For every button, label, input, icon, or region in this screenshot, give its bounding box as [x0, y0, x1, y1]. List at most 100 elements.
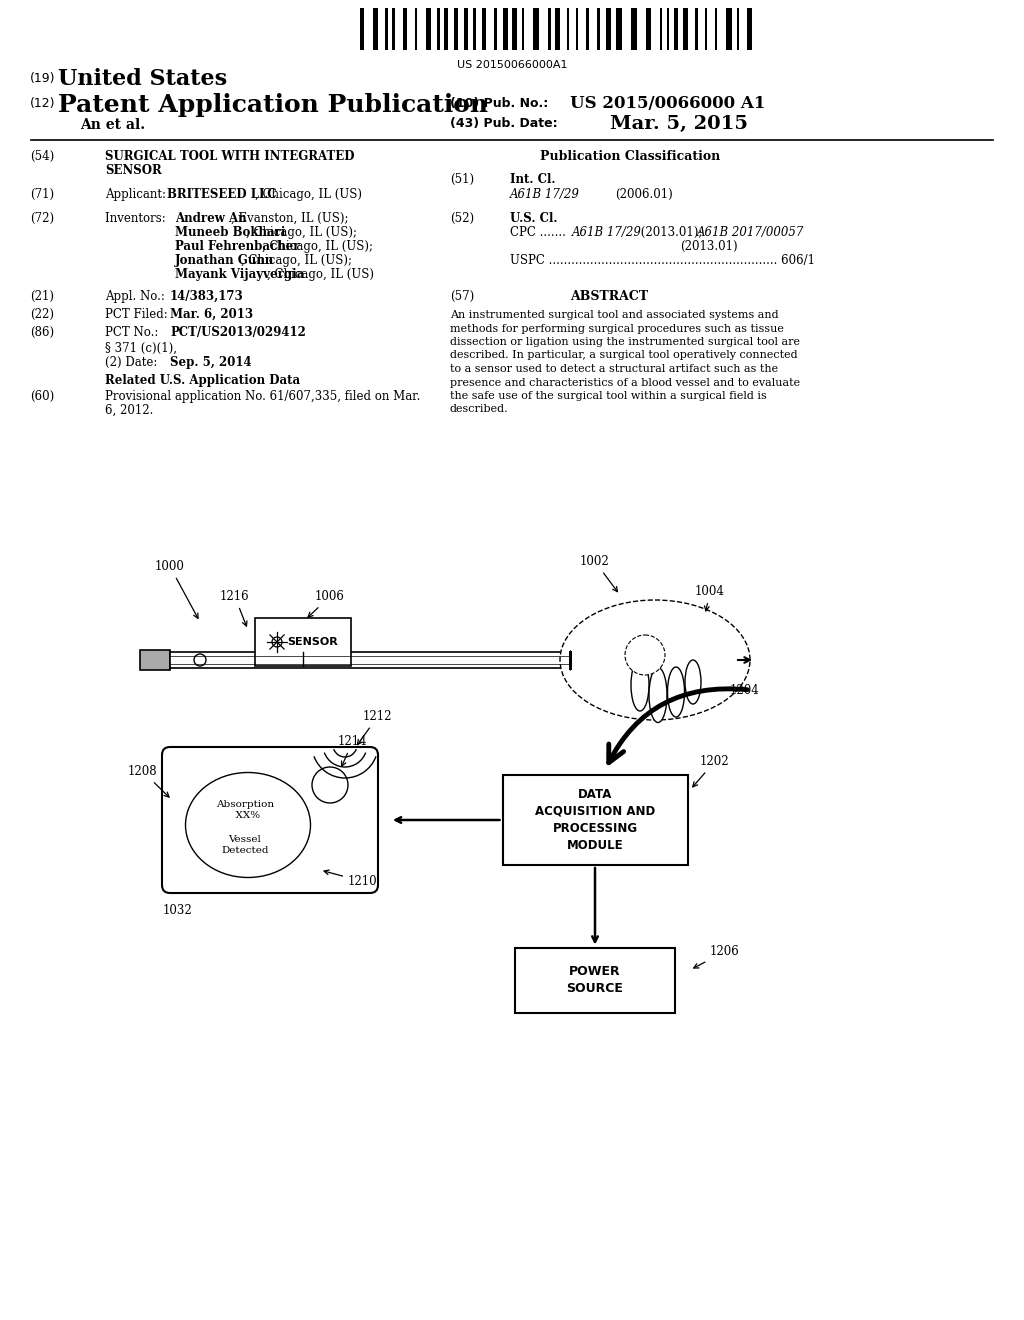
- FancyBboxPatch shape: [162, 747, 378, 894]
- Text: (71): (71): [30, 187, 54, 201]
- Bar: [667, 8, 669, 50]
- Bar: [522, 8, 524, 50]
- Circle shape: [625, 635, 665, 675]
- Text: 1000: 1000: [155, 560, 198, 618]
- Text: the safe use of the surgical tool within a surgical field is: the safe use of the surgical tool within…: [450, 391, 767, 401]
- Text: 14/383,173: 14/383,173: [170, 290, 244, 304]
- Text: PCT No.:: PCT No.:: [105, 326, 159, 339]
- Bar: [170, 652, 570, 668]
- Text: US 2015/0066000 A1: US 2015/0066000 A1: [570, 95, 765, 112]
- Text: methods for performing surgical procedures such as tissue: methods for performing surgical procedur…: [450, 323, 784, 334]
- Text: (57): (57): [450, 290, 474, 304]
- Text: (52): (52): [450, 213, 474, 224]
- Text: (72): (72): [30, 213, 54, 224]
- Text: BRITESEED LLC: BRITESEED LLC: [167, 187, 276, 201]
- Text: (2013.01): (2013.01): [680, 240, 737, 253]
- Text: USPC ............................................................. 606/1: USPC ...................................…: [510, 253, 815, 267]
- Text: Sep. 5, 2014: Sep. 5, 2014: [170, 356, 252, 370]
- Bar: [464, 8, 468, 50]
- Bar: [694, 8, 698, 50]
- FancyArrowPatch shape: [608, 689, 748, 763]
- Text: 1216: 1216: [220, 590, 250, 626]
- Text: (2006.01): (2006.01): [615, 187, 673, 201]
- Text: to a sensor used to detect a structural artifact such as the: to a sensor used to detect a structural …: [450, 364, 778, 374]
- Bar: [426, 8, 431, 50]
- Text: Related U.S. Application Data: Related U.S. Application Data: [105, 374, 300, 387]
- Bar: [548, 8, 551, 50]
- Bar: [575, 8, 578, 50]
- Text: SENSOR: SENSOR: [105, 164, 162, 177]
- Text: Inventors:: Inventors:: [105, 213, 170, 224]
- Bar: [659, 8, 663, 50]
- Text: DATA
ACQUISITION AND
PROCESSING
MODULE: DATA ACQUISITION AND PROCESSING MODULE: [535, 788, 655, 851]
- Text: PCT/US2013/029412: PCT/US2013/029412: [170, 326, 306, 339]
- Text: (43) Pub. Date:: (43) Pub. Date:: [450, 117, 558, 129]
- Text: Absorption
  XX%: Absorption XX%: [216, 800, 274, 820]
- Text: 1212: 1212: [357, 710, 392, 744]
- Bar: [737, 8, 739, 50]
- Text: A61B 17/29: A61B 17/29: [572, 226, 642, 239]
- Bar: [455, 8, 458, 50]
- Text: Mayank Vijayvergia: Mayank Vijayvergia: [175, 268, 304, 281]
- Text: § 371 (c)(1),: § 371 (c)(1),: [105, 342, 177, 355]
- Text: Mar. 6, 2013: Mar. 6, 2013: [170, 308, 253, 321]
- Bar: [392, 8, 394, 50]
- Circle shape: [194, 653, 206, 667]
- Text: , Chicago, IL (US): , Chicago, IL (US): [255, 187, 362, 201]
- Text: presence and characteristics of a blood vessel and to evaluate: presence and characteristics of a blood …: [450, 378, 800, 388]
- Text: Appl. No.:: Appl. No.:: [105, 290, 165, 304]
- Text: 1204: 1204: [730, 684, 760, 697]
- Text: ABSTRACT: ABSTRACT: [570, 290, 648, 304]
- Bar: [255, 618, 351, 667]
- Text: Provisional application No. 61/607,335, filed on Mar.: Provisional application No. 61/607,335, …: [105, 389, 421, 403]
- Text: A61B 2017/00057: A61B 2017/00057: [697, 226, 805, 239]
- Bar: [515, 948, 675, 1012]
- Text: 1202: 1202: [693, 755, 730, 787]
- Text: Patent Application Publication: Patent Application Publication: [58, 92, 488, 117]
- Bar: [437, 8, 440, 50]
- Bar: [597, 8, 600, 50]
- Text: Publication Classification: Publication Classification: [540, 150, 720, 162]
- Bar: [646, 8, 650, 50]
- Text: Applicant:: Applicant:: [105, 187, 170, 201]
- Text: Andrew An: Andrew An: [175, 213, 247, 224]
- Bar: [683, 8, 688, 50]
- Text: 1208: 1208: [128, 766, 169, 797]
- Bar: [532, 8, 539, 50]
- Text: United States: United States: [58, 69, 227, 90]
- Text: (51): (51): [450, 173, 474, 186]
- Text: CPC .......: CPC .......: [510, 226, 569, 239]
- Text: 1206: 1206: [693, 945, 739, 968]
- Text: described. In particular, a surgical tool operatively connected: described. In particular, a surgical too…: [450, 351, 798, 360]
- Circle shape: [272, 638, 282, 647]
- Text: Muneeb Bokhari: Muneeb Bokhari: [175, 226, 286, 239]
- Text: Paul Fehrenbacher: Paul Fehrenbacher: [175, 240, 299, 253]
- Bar: [586, 8, 589, 50]
- Bar: [674, 8, 678, 50]
- Bar: [705, 8, 708, 50]
- Bar: [503, 775, 687, 865]
- Bar: [473, 8, 476, 50]
- Text: SURGICAL TOOL WITH INTEGRATED: SURGICAL TOOL WITH INTEGRATED: [105, 150, 354, 162]
- Text: 1004: 1004: [695, 585, 725, 611]
- Text: A61B 17/29: A61B 17/29: [510, 187, 580, 201]
- Text: 1210: 1210: [324, 870, 378, 888]
- Ellipse shape: [685, 660, 701, 704]
- Text: 1214: 1214: [338, 735, 368, 766]
- Bar: [415, 8, 418, 50]
- Text: dissection or ligation using the instrumented surgical tool are: dissection or ligation using the instrum…: [450, 337, 800, 347]
- Bar: [495, 8, 497, 50]
- Text: (10) Pub. No.:: (10) Pub. No.:: [450, 96, 548, 110]
- Text: An et al.: An et al.: [80, 117, 145, 132]
- Text: Mar. 5, 2015: Mar. 5, 2015: [610, 115, 748, 133]
- Bar: [140, 649, 170, 671]
- Text: (86): (86): [30, 326, 54, 339]
- Text: , Chicago, IL (US);: , Chicago, IL (US);: [262, 240, 373, 253]
- Ellipse shape: [668, 667, 684, 717]
- Text: , Evanston, IL (US);: , Evanston, IL (US);: [231, 213, 348, 224]
- Text: 1002: 1002: [580, 554, 617, 591]
- Bar: [444, 8, 447, 50]
- Text: 1032: 1032: [163, 903, 193, 916]
- Text: , Chicago, IL (US): , Chicago, IL (US): [267, 268, 374, 281]
- Text: (2013.01);: (2013.01);: [637, 226, 707, 239]
